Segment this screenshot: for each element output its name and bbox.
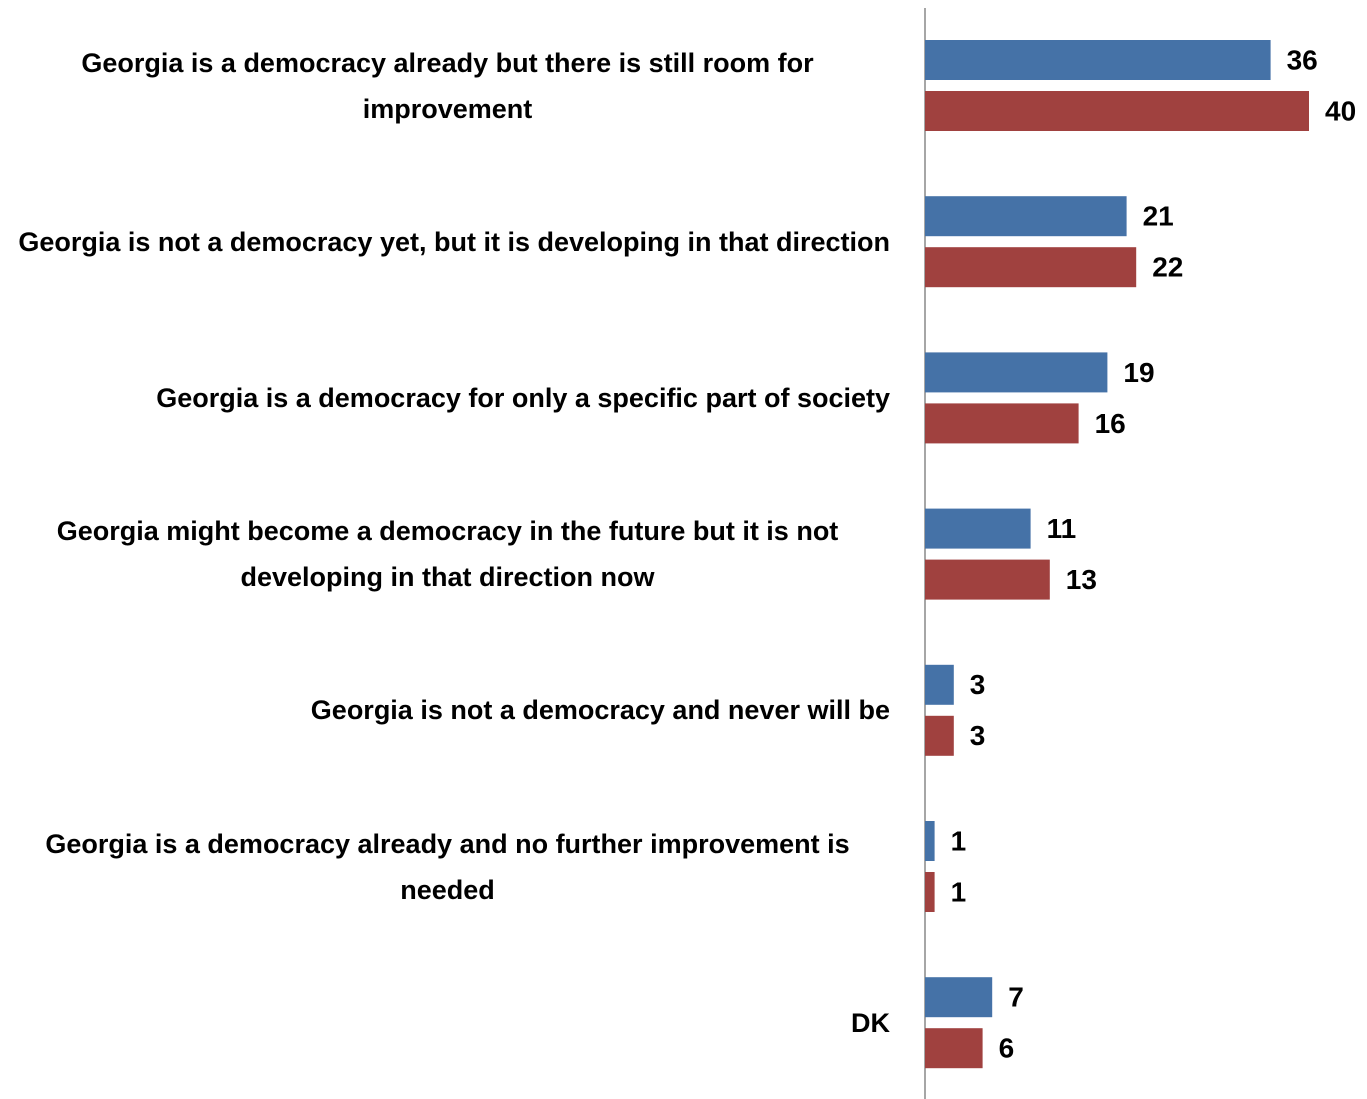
category-label-box: Georgia is a democracy already but there… bbox=[0, 20, 890, 151]
bar bbox=[925, 977, 993, 1018]
bar bbox=[925, 91, 1309, 131]
category-label: Georgia might become a democracy in the … bbox=[56, 516, 839, 593]
bar bbox=[925, 821, 935, 861]
category-label-box: Georgia is a democracy for only a specif… bbox=[0, 332, 890, 463]
bar bbox=[925, 715, 954, 756]
category-label: Georgia is a democracy already but there… bbox=[81, 47, 814, 124]
bar bbox=[925, 559, 1050, 600]
bar bbox=[925, 872, 935, 912]
category-label-box: Georgia is not a democracy and never wil… bbox=[0, 645, 890, 776]
category-label: Georgia is not a democracy yet, but it i… bbox=[18, 226, 890, 257]
category-label-box: DK bbox=[0, 957, 890, 1088]
value-label: 1 bbox=[951, 876, 967, 907]
value-label: 11 bbox=[1047, 513, 1077, 544]
bar bbox=[925, 508, 1031, 549]
bar bbox=[925, 403, 1079, 444]
value-label: 3 bbox=[970, 720, 986, 751]
value-label: 1 bbox=[951, 825, 967, 856]
value-label: 6 bbox=[999, 1033, 1015, 1064]
bar bbox=[925, 40, 1271, 80]
bar bbox=[925, 1028, 983, 1069]
value-label: 36 bbox=[1287, 44, 1318, 75]
value-label: 40 bbox=[1325, 95, 1356, 126]
value-label: 13 bbox=[1066, 564, 1097, 595]
category-label: Georgia is not a democracy and never wil… bbox=[310, 695, 890, 726]
value-label: 7 bbox=[1008, 982, 1024, 1013]
category-label: Georgia is a democracy already and no fu… bbox=[45, 828, 850, 905]
value-label: 22 bbox=[1152, 252, 1183, 283]
bar bbox=[925, 664, 954, 705]
category-label-box: Georgia is not a democracy yet, but it i… bbox=[0, 176, 890, 307]
value-label: 21 bbox=[1143, 201, 1174, 232]
category-label-box: Georgia might become a democracy in the … bbox=[0, 489, 890, 620]
value-label: 19 bbox=[1123, 357, 1154, 388]
bar bbox=[925, 352, 1108, 393]
value-label: 16 bbox=[1095, 408, 1126, 439]
bar bbox=[925, 247, 1137, 288]
category-label: DK bbox=[851, 1007, 890, 1038]
category-label-box: Georgia is a democracy already and no fu… bbox=[0, 801, 890, 932]
category-label: Georgia is a democracy for only a specif… bbox=[156, 382, 890, 413]
bar bbox=[925, 196, 1127, 237]
value-label: 3 bbox=[970, 669, 986, 700]
